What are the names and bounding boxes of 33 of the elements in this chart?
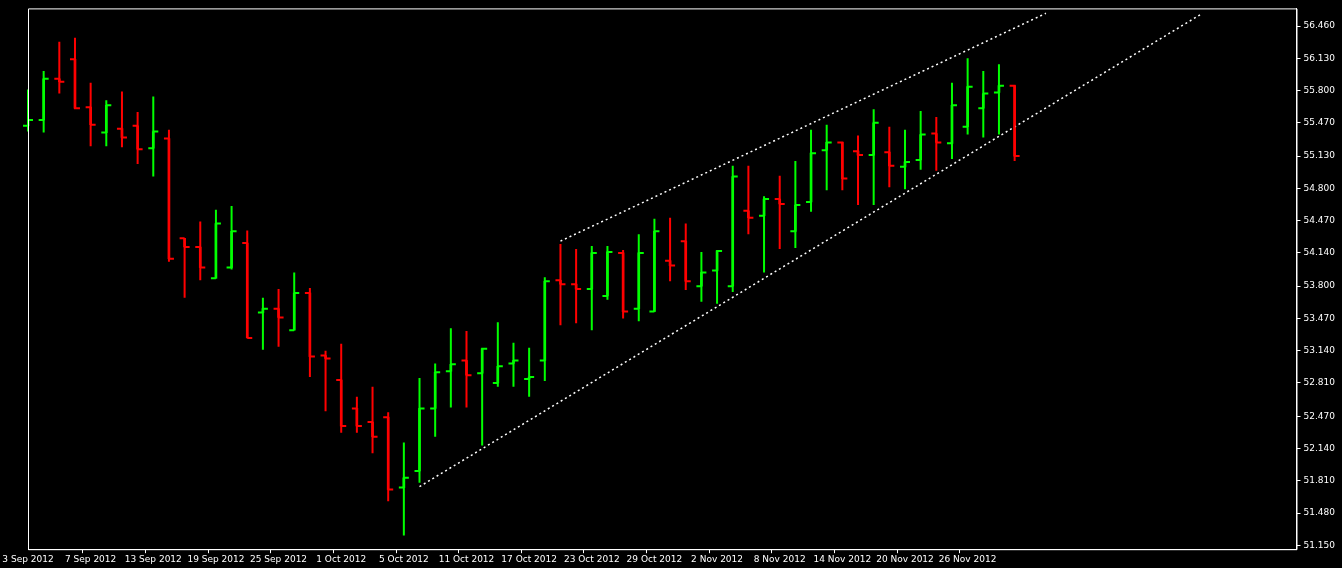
y-tick-label: 54.470 <box>1303 214 1336 225</box>
y-tick-label: 56.460 <box>1303 20 1336 31</box>
x-tick-label: 14 Nov 2012 <box>813 553 872 564</box>
y-tick-label: 55.800 <box>1303 84 1336 95</box>
x-tick-label: 17 Oct 2012 <box>501 553 557 564</box>
x-tick-label: 1 Oct 2012 <box>316 553 367 564</box>
y-tick-label: 53.140 <box>1303 345 1336 356</box>
y-tick-label: 53.800 <box>1303 280 1336 291</box>
y-tick-label: 55.130 <box>1303 150 1336 161</box>
x-tick-label: 8 Nov 2012 <box>753 553 806 564</box>
y-tick-label: 52.140 <box>1303 442 1336 453</box>
y-tick-label: 56.130 <box>1303 52 1336 63</box>
x-tick-label: 19 Sep 2012 <box>187 553 245 564</box>
y-tick-label: 51.480 <box>1303 507 1336 518</box>
x-tick-label: 29 Oct 2012 <box>626 553 683 564</box>
x-tick-label: 25 Sep 2012 <box>250 553 308 564</box>
x-tick-label: 23 Oct 2012 <box>563 553 620 564</box>
y-tick-label: 51.810 <box>1303 475 1336 486</box>
y-tick-label: 52.470 <box>1303 410 1336 421</box>
x-tick-label: 2 Nov 2012 <box>691 553 744 564</box>
y-tick-label: 54.800 <box>1303 182 1336 193</box>
y-tick-label: 54.140 <box>1303 247 1336 258</box>
x-tick-label: 7 Sep 2012 <box>64 553 117 564</box>
y-tick-label: 52.810 <box>1303 377 1336 388</box>
y-tick-label: 53.470 <box>1303 312 1336 323</box>
x-tick-label: 5 Oct 2012 <box>378 553 429 564</box>
x-tick-label: 13 Sep 2012 <box>124 553 182 564</box>
x-tick-label: 26 Nov 2012 <box>938 553 997 564</box>
x-tick-label: 20 Nov 2012 <box>876 553 934 564</box>
x-tick-label: 11 Oct 2012 <box>438 553 495 564</box>
x-tick-label: 3 Sep 2012 <box>2 553 54 564</box>
y-tick-label: 51.150 <box>1303 539 1336 550</box>
y-tick-label: 55.470 <box>1303 117 1336 128</box>
